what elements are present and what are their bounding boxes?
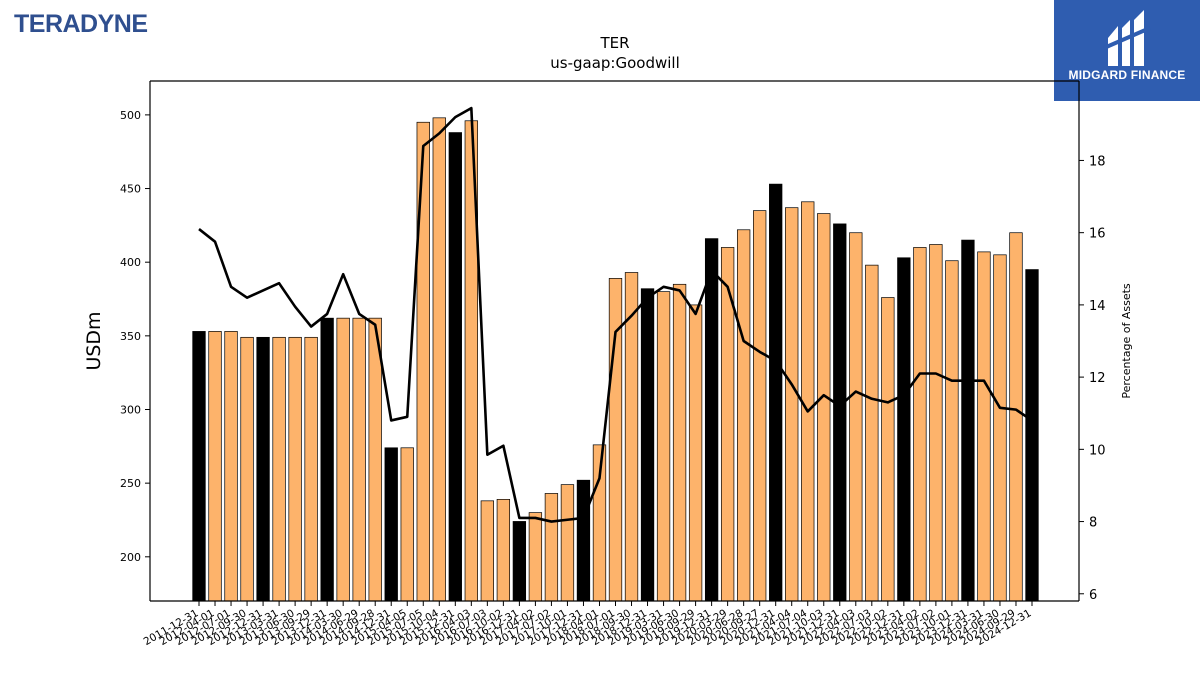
bar-2017-04-02	[528, 512, 543, 602]
teradyne-logo: TERADYNE	[14, 10, 148, 38]
bar-2020-09-27	[753, 210, 767, 602]
y-tick-label-200: 200	[120, 551, 141, 564]
bar-2013-06-30	[288, 336, 302, 602]
midgard-logo-icon	[1103, 10, 1151, 66]
bar-2019-03-31	[656, 291, 671, 602]
bar-2013-12-31	[320, 317, 334, 602]
y2-tick-label-6: 6	[1089, 588, 1097, 603]
bar-2012-07-01	[224, 331, 238, 602]
bar-2015-10-04	[432, 117, 446, 602]
bar-2022-10-02	[881, 297, 895, 602]
midgard-finance-badge: MIDGARD FINANCE	[1054, 0, 1200, 101]
y2-tick-label-10: 10	[1089, 443, 1106, 458]
bar-2022-04-03	[849, 232, 863, 602]
bar-2012-04-01	[208, 331, 222, 602]
bar-2021-04-04	[785, 207, 799, 602]
y-axis-label: USDm	[83, 311, 105, 370]
midgard-finance-name: MIDGARD FINANCE	[1068, 68, 1186, 82]
bar-2024-03-31	[977, 251, 991, 602]
y-tick-label-450: 450	[120, 183, 141, 196]
bar-2023-07-02	[929, 244, 943, 602]
bar-2017-10-01	[560, 484, 575, 602]
bar-2020-06-28	[736, 229, 751, 602]
y-tick-label-250: 250	[120, 477, 141, 490]
chart-title: TER	[599, 34, 629, 52]
bar-2015-04-05	[400, 447, 414, 602]
bar-2019-06-30	[672, 283, 687, 602]
y-tick-label-500: 500	[120, 109, 141, 122]
y2-tick-label-12: 12	[1089, 371, 1106, 386]
bar-2018-12-31	[640, 288, 655, 602]
bar-2017-07-02	[544, 493, 559, 602]
bar-2022-12-31	[897, 257, 911, 602]
bar-2016-07-03	[480, 500, 494, 602]
bar-2021-10-03	[817, 213, 831, 602]
bar-2013-03-31	[272, 336, 286, 602]
y-tick-label-350: 350	[120, 330, 141, 343]
y2-tick-label-16: 16	[1089, 227, 1106, 242]
bar-2014-12-31	[384, 447, 398, 602]
y-tick-label-400: 400	[120, 256, 141, 269]
y2-axis-label: Percentage of Assets	[1120, 283, 1133, 399]
y2-tick-label-14: 14	[1089, 299, 1106, 314]
bar-2015-12-31	[448, 132, 462, 602]
bar-2023-12-31	[961, 239, 975, 602]
bar-2022-07-03	[865, 264, 879, 602]
bar-2016-10-02	[496, 499, 511, 602]
bar-2021-12-31	[833, 223, 847, 602]
bar-2020-12-31	[769, 183, 783, 602]
bar-2016-12-31	[512, 521, 527, 602]
bar-2012-09-30	[240, 336, 254, 602]
bar-2019-09-29	[688, 304, 703, 602]
bar-2024-12-31	[1025, 269, 1039, 602]
y2-tick-label-8: 8	[1089, 516, 1097, 531]
bar-2012-12-31	[256, 336, 270, 602]
bar-2024-06-30	[993, 254, 1007, 602]
bar-2014-03-30	[336, 317, 350, 602]
chart-subtitle: us-gaap:Goodwill	[550, 54, 680, 72]
bar-2019-12-31	[704, 238, 719, 602]
bar-2015-07-05	[416, 121, 430, 602]
bar-2024-09-29	[1009, 232, 1023, 602]
y-tick-label-300: 300	[120, 403, 141, 416]
percentage-of-assets-line	[198, 106, 1033, 523]
bar-2011-12-31	[192, 331, 206, 602]
bar-2017-12-31	[576, 479, 591, 602]
bar-2014-09-28	[368, 317, 382, 602]
bar-2013-09-29	[304, 336, 318, 602]
bar-2021-07-04	[801, 201, 815, 602]
bar-2014-06-29	[352, 317, 366, 602]
bar-2023-10-01	[945, 260, 959, 602]
y2-tick-label-18: 18	[1089, 154, 1106, 169]
bar-2023-04-02	[913, 247, 927, 602]
